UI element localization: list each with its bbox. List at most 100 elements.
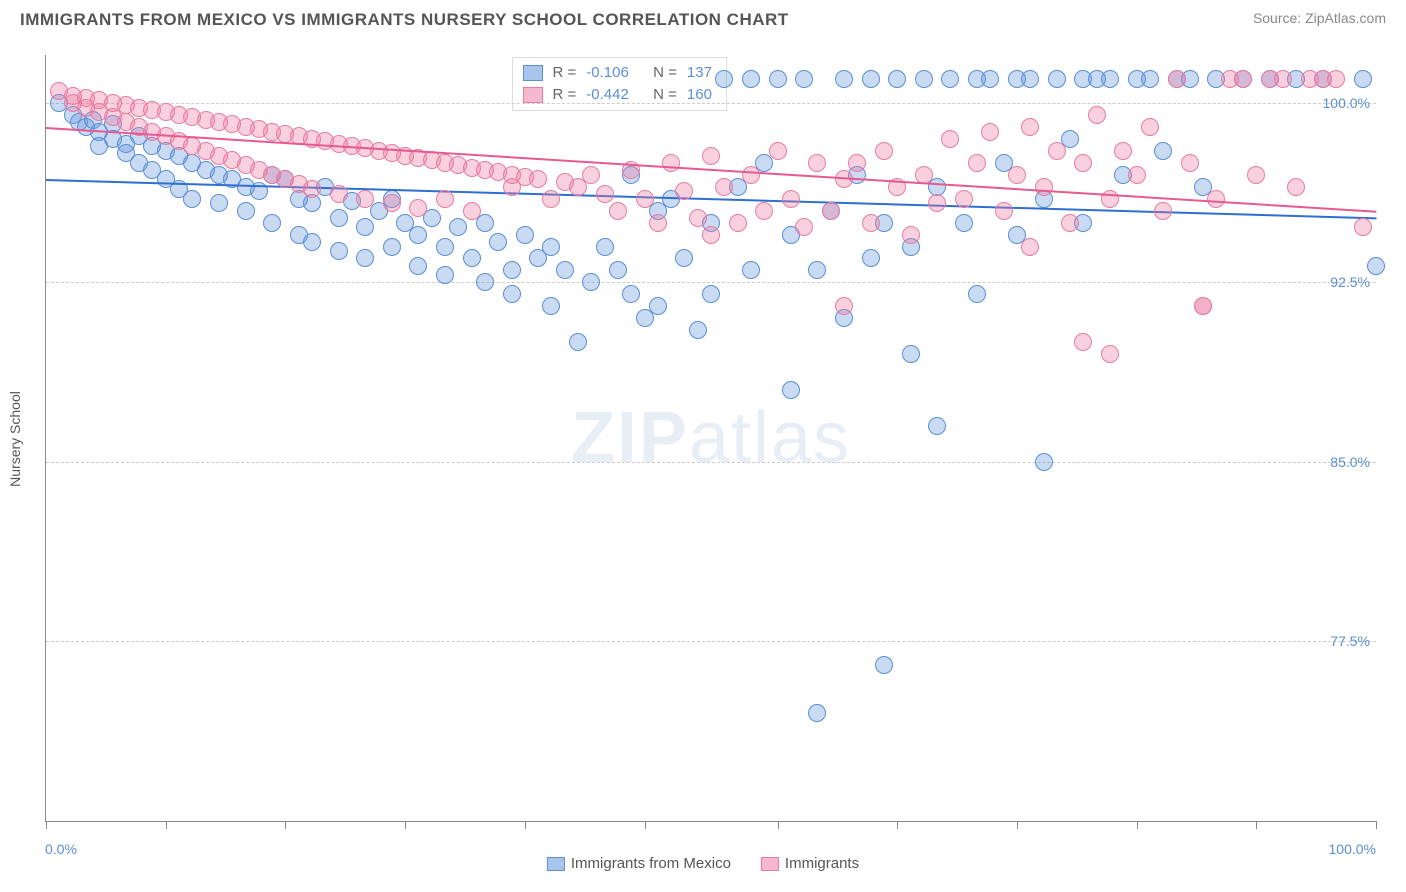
scatter-point (1114, 142, 1132, 160)
scatter-point (702, 226, 720, 244)
scatter-point (968, 285, 986, 303)
scatter-point (941, 130, 959, 148)
scatter-point (1274, 70, 1292, 88)
scatter-point (981, 123, 999, 141)
scatter-point (755, 202, 773, 220)
scatter-point (356, 190, 374, 208)
scatter-point (1154, 142, 1172, 160)
legend-swatch (523, 87, 543, 103)
y-tick-label: 77.5% (1330, 633, 1370, 649)
scatter-point (742, 166, 760, 184)
scatter-point (1367, 257, 1385, 275)
x-tick (1017, 821, 1018, 829)
scatter-point (875, 656, 893, 674)
scatter-point (715, 178, 733, 196)
scatter-point (1061, 214, 1079, 232)
scatter-point (503, 261, 521, 279)
scatter-point (356, 218, 374, 236)
scatter-point (330, 242, 348, 260)
scatter-point (542, 190, 560, 208)
scatter-point (1327, 70, 1345, 88)
scatter-point (436, 190, 454, 208)
scatter-point (888, 70, 906, 88)
scatter-point (449, 218, 467, 236)
scatter-point (1141, 118, 1159, 136)
gridline (46, 641, 1376, 642)
scatter-point (915, 70, 933, 88)
n-label: N = (653, 62, 677, 84)
scatter-point (569, 333, 587, 351)
scatter-point (1048, 142, 1066, 160)
scatter-point (1048, 70, 1066, 88)
scatter-point (782, 381, 800, 399)
n-value: 137 (687, 62, 712, 84)
scatter-point (383, 238, 401, 256)
scatter-point (303, 233, 321, 251)
legend-item: Immigrants from Mexico (547, 855, 731, 872)
scatter-point (902, 345, 920, 363)
scatter-point (795, 218, 813, 236)
plot-wrapper: ZIPatlas R =-0.106 N =137R =-0.442 N =16… (45, 55, 1376, 822)
r-value: -0.106 (586, 62, 629, 84)
scatter-point (928, 417, 946, 435)
scatter-point (742, 70, 760, 88)
scatter-point (529, 170, 547, 188)
x-tick (645, 821, 646, 829)
scatter-point (582, 273, 600, 291)
scatter-point (436, 238, 454, 256)
legend-swatch (547, 857, 565, 871)
source-label: Source: ZipAtlas.com (1253, 10, 1386, 26)
x-tick (1376, 821, 1377, 829)
scatter-point (862, 214, 880, 232)
scatter-point (1354, 70, 1372, 88)
legend-swatch (523, 65, 543, 81)
scatter-point (1021, 70, 1039, 88)
scatter-point (729, 214, 747, 232)
r-label: R = (553, 62, 577, 84)
scatter-point (1247, 166, 1265, 184)
scatter-point (1021, 118, 1039, 136)
scatter-point (995, 202, 1013, 220)
scatter-point (636, 190, 654, 208)
scatter-point (383, 194, 401, 212)
scatter-point (1088, 106, 1106, 124)
legend-swatch (761, 857, 779, 871)
scatter-point (702, 285, 720, 303)
y-tick-label: 85.0% (1330, 454, 1370, 470)
scatter-point (183, 190, 201, 208)
scatter-point (489, 233, 507, 251)
scatter-point (516, 226, 534, 244)
gridline (46, 282, 1376, 283)
scatter-point (1074, 333, 1092, 351)
scatter-point (808, 261, 826, 279)
x-axis-min-label: 0.0% (45, 841, 77, 857)
y-tick-label: 100.0% (1323, 95, 1370, 111)
scatter-point (715, 70, 733, 88)
x-tick (897, 821, 898, 829)
scatter-point (1234, 70, 1252, 88)
scatter-point (1154, 202, 1172, 220)
scatter-point (436, 266, 454, 284)
scatter-point (702, 147, 720, 165)
scatter-point (542, 238, 560, 256)
scatter-point (542, 297, 560, 315)
scatter-point (675, 182, 693, 200)
x-tick (46, 821, 47, 829)
scatter-point (782, 190, 800, 208)
x-tick (405, 821, 406, 829)
scatter-point (330, 185, 348, 203)
scatter-point (862, 249, 880, 267)
plot-area: ZIPatlas R =-0.106 N =137R =-0.442 N =16… (45, 55, 1376, 822)
scatter-point (463, 202, 481, 220)
scatter-point (981, 70, 999, 88)
scatter-point (862, 70, 880, 88)
scatter-point (649, 214, 667, 232)
scatter-point (808, 154, 826, 172)
scatter-point (409, 199, 427, 217)
scatter-point (582, 166, 600, 184)
source-link[interactable]: ZipAtlas.com (1305, 10, 1386, 26)
x-axis-max-label: 100.0% (1329, 841, 1376, 857)
scatter-point (662, 154, 680, 172)
scatter-point (1101, 345, 1119, 363)
scatter-point (795, 70, 813, 88)
